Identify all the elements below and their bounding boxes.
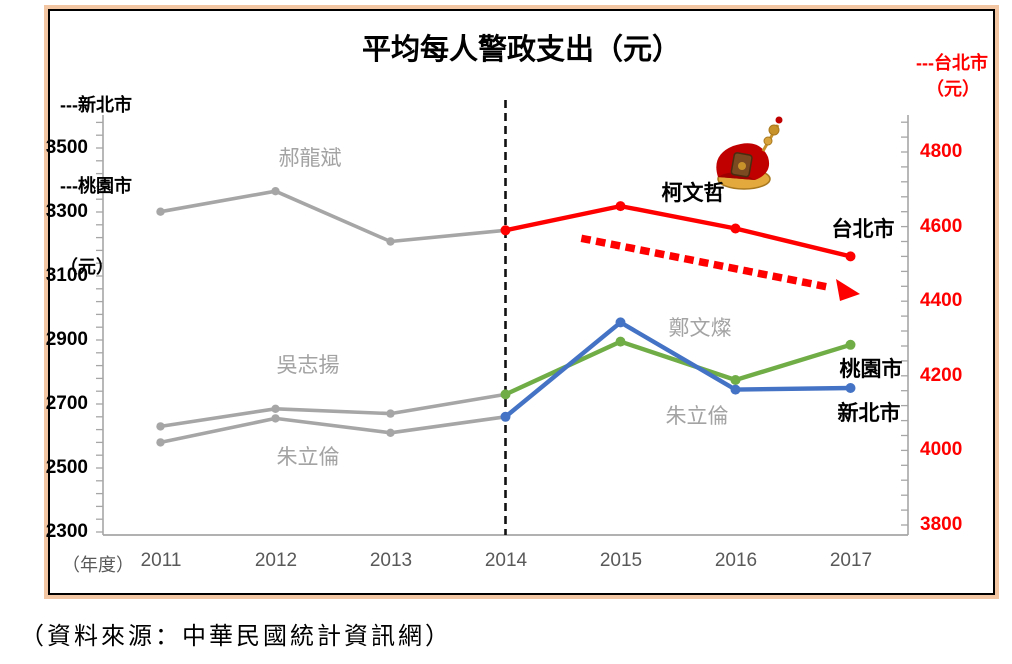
data-point xyxy=(845,251,856,262)
data-point xyxy=(845,383,856,393)
data-point xyxy=(156,438,165,447)
series-line xyxy=(158,189,508,244)
series-line xyxy=(503,203,853,259)
right-axis-unit: （元） xyxy=(926,79,980,99)
x-tick-2013: 2013 xyxy=(369,550,413,571)
data-point xyxy=(615,317,626,328)
right-tick-4800: 4800 xyxy=(920,141,963,162)
legend-taoyuan: ---桃園市 xyxy=(60,176,132,196)
label-wu-zhi-yang: 吳志揚 xyxy=(276,353,340,377)
left-tick-3300: 3300 xyxy=(45,201,88,222)
data-point xyxy=(500,411,511,422)
series-line xyxy=(503,320,853,419)
right-tick-3800: 3800 xyxy=(920,514,963,535)
left-tick-3100: 3100 xyxy=(45,265,88,286)
x-tick-2011: 2011 xyxy=(140,550,182,571)
data-point xyxy=(156,422,165,431)
x-axis-prefix: （年度） xyxy=(62,555,134,575)
data-point xyxy=(500,225,511,236)
data-point xyxy=(156,207,165,216)
data-point xyxy=(386,409,395,418)
data-point xyxy=(730,375,741,385)
series-line xyxy=(503,339,853,397)
left-axis-legend: ---新北市 ---桃園市 （元） xyxy=(60,38,132,335)
right-axis-legend: ---台北市 （元） xyxy=(916,50,988,102)
data-point xyxy=(386,237,395,246)
legend-taipei: ---台北市 xyxy=(916,53,988,73)
data-point xyxy=(271,404,280,413)
left-tick-3500: 3500 xyxy=(45,137,88,158)
right-tick-4600: 4600 xyxy=(920,216,963,237)
data-point xyxy=(500,389,511,400)
source-note: （資料來源：中華民國統計資訊網） xyxy=(20,624,452,650)
label-taoyuan-city: 桃園市 xyxy=(839,357,903,381)
chart-frame xyxy=(48,9,995,595)
label-zhu-li-lun-right: 朱立倫 xyxy=(665,404,729,428)
left-tick-2300: 2300 xyxy=(45,521,88,542)
series-line xyxy=(158,392,508,429)
data-point xyxy=(615,201,626,212)
data-point xyxy=(271,414,280,423)
left-tick-2700: 2700 xyxy=(45,393,88,414)
data-point xyxy=(730,384,741,395)
series-layer xyxy=(96,100,908,535)
x-tick-2014: 2014 xyxy=(484,550,528,571)
left-tick-2500: 2500 xyxy=(45,457,88,478)
left-axis-unit: （元） xyxy=(60,257,114,277)
data-point xyxy=(386,428,395,437)
trend-arrow xyxy=(580,234,860,301)
data-point xyxy=(845,339,856,350)
data-point xyxy=(271,187,280,196)
legend-xinbei: ---新北市 xyxy=(60,95,132,115)
x-tick-2016: 2016 xyxy=(714,550,758,571)
data-point xyxy=(615,336,626,347)
right-tick-4400: 4400 xyxy=(920,290,963,311)
label-ke-wen-zhe: 柯文哲 xyxy=(661,181,725,205)
label-taipei-city: 台北市 xyxy=(831,217,895,241)
label-xinbei-city: 新北市 xyxy=(837,401,901,425)
x-tick-2017: 2017 xyxy=(829,550,873,571)
chart-title: 平均每人警政支出（元） xyxy=(361,34,681,66)
x-tick-2015: 2015 xyxy=(599,550,643,571)
label-zheng-wen-can: 鄭文燦 xyxy=(668,316,732,340)
x-tick-2012: 2012 xyxy=(254,550,298,571)
label-hao-long-bin: 郝龍斌 xyxy=(278,146,342,170)
data-point xyxy=(730,223,741,234)
right-tick-4000: 4000 xyxy=(920,439,963,460)
series-line xyxy=(158,414,508,445)
left-tick-2900: 2900 xyxy=(45,329,88,350)
medal-icon xyxy=(716,116,783,190)
right-tick-4200: 4200 xyxy=(920,365,963,386)
label-zhu-li-lun-left: 朱立倫 xyxy=(276,445,340,469)
